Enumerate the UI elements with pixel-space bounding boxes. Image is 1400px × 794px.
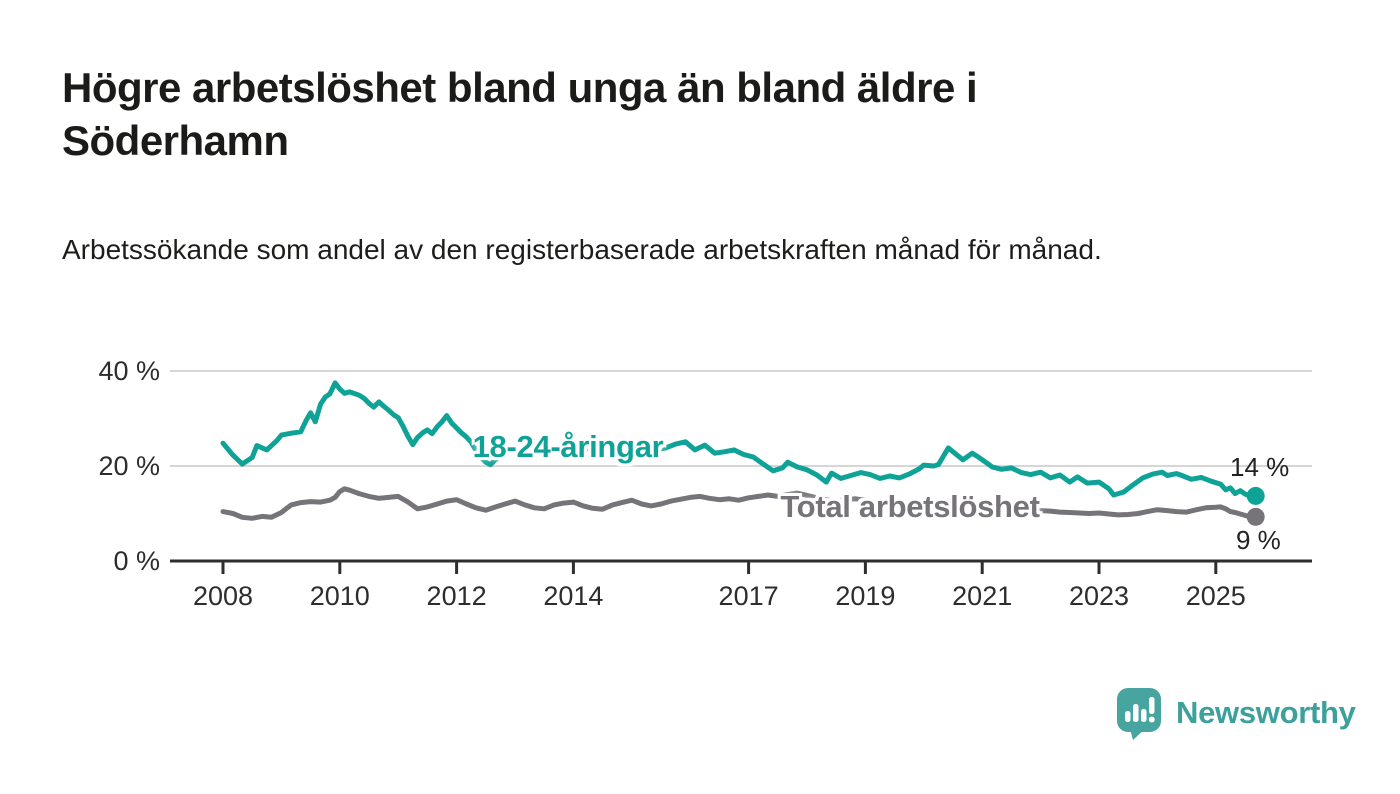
svg-text:20 %: 20 %: [98, 451, 160, 481]
newsworthy-brand: Newsworthy: [1115, 686, 1356, 740]
svg-text:2010: 2010: [310, 581, 370, 611]
svg-text:0 %: 0 %: [113, 546, 160, 576]
svg-text:2012: 2012: [427, 581, 487, 611]
series-label-young: 18-24-åringar: [472, 429, 664, 464]
newsworthy-logo-icon: [1117, 688, 1161, 740]
page-title: Högre arbetslöshet bland unga än bland ä…: [62, 64, 978, 164]
svg-text:2021: 2021: [952, 581, 1012, 611]
end-value-young: 14 %: [1230, 452, 1290, 482]
svg-text:2023: 2023: [1069, 581, 1129, 611]
end-value-total: 9 %: [1236, 525, 1281, 555]
series-label-total: Total arbetslöshet: [780, 489, 1040, 524]
brand-name: Newsworthy: [1176, 695, 1356, 730]
svg-text:2014: 2014: [543, 581, 603, 611]
svg-text:2019: 2019: [835, 581, 895, 611]
svg-text:40 %: 40 %: [98, 356, 160, 386]
svg-text:2008: 2008: [193, 581, 253, 611]
svg-text:2017: 2017: [719, 581, 779, 611]
chart-subtitle: Arbetssökande som andel av den registerb…: [62, 234, 1102, 265]
svg-text:2025: 2025: [1186, 581, 1246, 611]
